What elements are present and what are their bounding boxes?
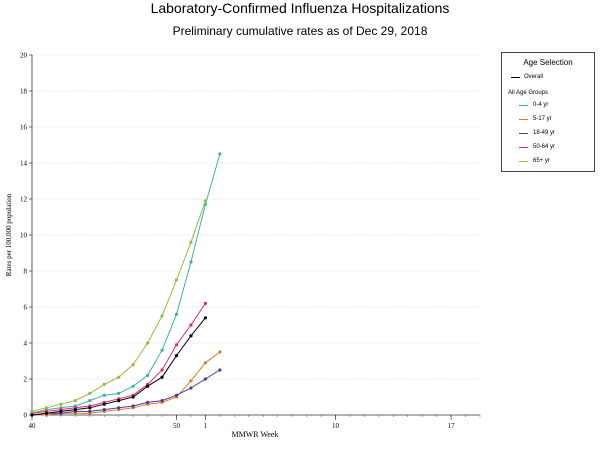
y-tick-label: 12 (20, 196, 28, 204)
series-point (189, 334, 193, 338)
series-point (102, 408, 106, 412)
series-point (30, 413, 34, 417)
series-lines (30, 152, 222, 417)
series-point (203, 316, 208, 320)
series-point (174, 312, 179, 316)
legend-item-overall[interactable]: Overall (524, 74, 544, 80)
series-line (31, 369, 221, 416)
y-tick-label: 8 (24, 268, 28, 276)
grid-lines (32, 54, 480, 380)
x-tick-label: 1 (204, 422, 208, 430)
series-point (189, 379, 193, 383)
series-point (59, 402, 63, 406)
series-line (31, 303, 206, 414)
series-point (59, 409, 63, 413)
legend-swatch (519, 105, 528, 106)
series-point (73, 408, 77, 412)
series-point (131, 395, 135, 399)
series-line (31, 200, 206, 412)
series-point (131, 363, 135, 367)
legend-item[interactable]: 50-64 yr (533, 144, 556, 150)
series-line (31, 153, 221, 414)
series-point (174, 354, 179, 358)
legend-swatch (519, 161, 528, 162)
series-point (102, 402, 106, 406)
legend-swatch (519, 147, 528, 148)
series-point (146, 384, 150, 388)
y-tick-label: 4 (24, 340, 28, 348)
series-point (160, 368, 164, 372)
series-point (117, 375, 121, 379)
series-point (146, 400, 150, 404)
x-tick-label: 40 (29, 422, 37, 430)
legend-swatch (519, 119, 528, 120)
series-point (88, 406, 92, 410)
x-tick-label: 17 (448, 422, 456, 430)
series-point (102, 393, 106, 397)
legend-swatch-overall (511, 77, 520, 78)
series-point (73, 399, 77, 403)
series-point (44, 406, 49, 410)
series-point (218, 350, 222, 354)
series-point (189, 323, 193, 327)
series-point (44, 411, 49, 415)
y-axis-label: Rates per 100,000 population (5, 193, 13, 276)
legend-swatch (519, 133, 528, 134)
series-point (88, 399, 92, 403)
series-point (218, 368, 222, 372)
series-point (218, 152, 222, 156)
y-tick-label: 0 (24, 412, 28, 420)
chart-subtitle: Preliminary cumulative rates as of Dec 2… (172, 24, 428, 38)
x-axis-label: MMWR Week (232, 430, 279, 439)
chart-title: Laboratory-Confirmed Influenza Hospitali… (150, 0, 450, 16)
legend-item[interactable]: 5-17 yr (533, 116, 552, 122)
series-point (203, 199, 208, 203)
x-tick-label: 10 (332, 422, 340, 430)
series-point (117, 406, 121, 410)
y-tick-label: 16 (20, 124, 28, 132)
series-point (117, 391, 121, 395)
legend-item[interactable]: 18-49 yr (533, 130, 556, 136)
y-tick-label: 14 (20, 160, 28, 168)
x-tick-label: 50 (173, 422, 181, 430)
y-tick-label: 20 (20, 52, 28, 60)
series-point (146, 341, 150, 345)
series-point (160, 314, 164, 318)
series-point (189, 240, 193, 244)
y-tick-label: 10 (20, 232, 28, 240)
series-point (189, 386, 193, 390)
series-point (131, 404, 135, 408)
legend-title: Age Selection (523, 58, 573, 67)
series-point (174, 343, 179, 347)
series-point (203, 361, 208, 365)
legend: Age Selection Overall All Age Groups 0-4… (501, 52, 595, 172)
legend-group-heading: All Age Groups (508, 90, 549, 96)
y-tick-label: 18 (20, 88, 28, 96)
series-point (30, 409, 34, 413)
series-point (146, 373, 150, 377)
axes: 0 2 4 6 8 10 12 14 16 18 20 40 50 1 10 17 (20, 52, 481, 430)
series-point (174, 393, 179, 397)
series-point (203, 377, 208, 381)
legend-item[interactable]: 65+ yr (533, 158, 550, 164)
series-point (117, 399, 121, 403)
series-point (160, 348, 164, 352)
series-point (88, 409, 92, 413)
series-point (160, 375, 164, 379)
legend-item[interactable]: 0-4 yr (533, 102, 549, 108)
series-point (88, 391, 92, 395)
y-tick-label: 2 (24, 376, 28, 384)
series-point (203, 301, 208, 305)
series-point (189, 260, 193, 264)
series-point (131, 384, 135, 388)
series-point (102, 382, 106, 386)
series-point (160, 399, 164, 403)
series-point (174, 278, 179, 282)
y-tick-label: 6 (24, 304, 28, 312)
